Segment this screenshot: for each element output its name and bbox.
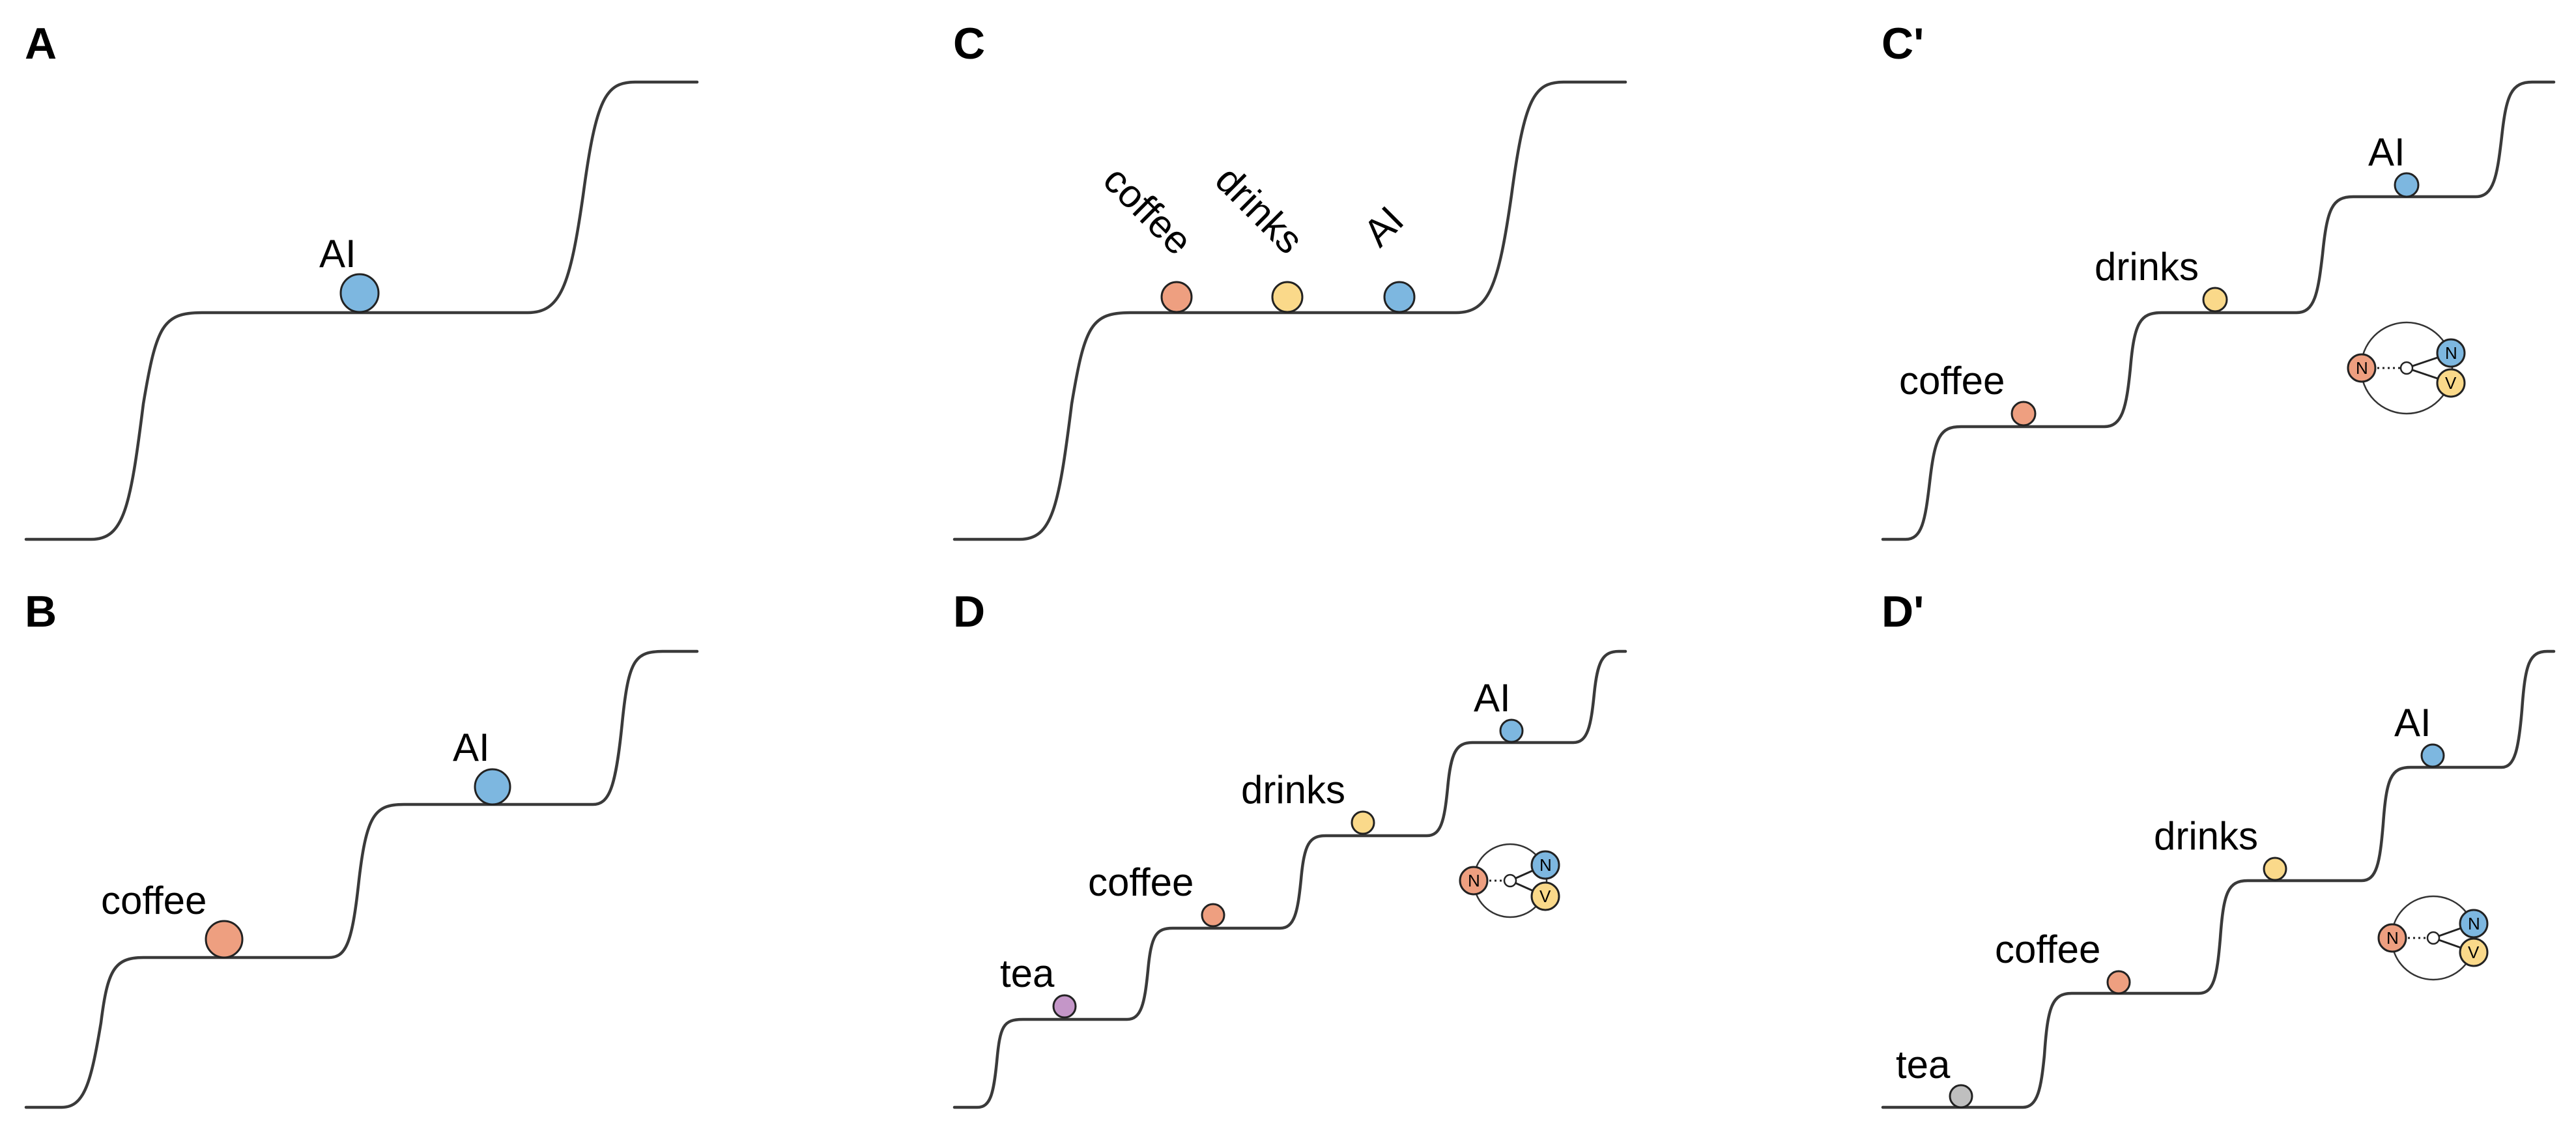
word-ball-cp-drinks bbox=[2202, 287, 2228, 313]
word-label-cp-ai: AI bbox=[2368, 130, 2405, 174]
staircase-line-c bbox=[952, 80, 1627, 541]
panel-label-d-prime: D' bbox=[1882, 587, 1924, 636]
word-label-b-ai: AI bbox=[453, 726, 490, 769]
word-label-b-coffee: coffee bbox=[101, 879, 207, 922]
word-label-d-drinks: drinks bbox=[1241, 768, 1345, 812]
graph-hub-d-prime bbox=[2426, 931, 2440, 945]
graph-hub-d bbox=[1503, 873, 1517, 888]
staircase-line-c-prime bbox=[1881, 80, 2556, 541]
word-ball-b-coffee bbox=[205, 920, 244, 959]
word-label-c-drinks: drinks bbox=[1207, 158, 1312, 263]
panel-label-d: D bbox=[953, 587, 985, 636]
graph-node-bottom-d bbox=[1530, 881, 1560, 911]
graph-node-bottom-label-c-prime: V bbox=[2445, 373, 2457, 393]
word-ball-cp-coffee bbox=[2011, 401, 2037, 427]
graph-node-left-label-c-prime: N bbox=[2356, 358, 2368, 378]
staircase-line-b bbox=[24, 649, 699, 1109]
graph-node-top-label-c-prime: N bbox=[2445, 343, 2457, 363]
word-ball-dp-drinks bbox=[2263, 857, 2287, 881]
graph-node-left-label-d-prime: N bbox=[2386, 928, 2399, 948]
word-label-dp-tea: tea bbox=[1896, 1043, 1951, 1086]
word-label-c-coffee: coffee bbox=[1095, 158, 1201, 263]
word-ball-d-drinks bbox=[1351, 810, 1375, 835]
staircase-line-d-prime bbox=[1881, 649, 2556, 1109]
word-ball-c-ai bbox=[1383, 281, 1416, 313]
word-label-cp-drinks: drinks bbox=[2095, 245, 2199, 289]
word-ball-dp-tea bbox=[1949, 1084, 1973, 1109]
panel-label-a: A bbox=[25, 19, 57, 68]
word-ball-d-ai bbox=[1499, 718, 1524, 743]
graph-node-left-c-prime bbox=[2347, 353, 2377, 383]
dependency-graph-c-prime: N N V bbox=[2347, 321, 2466, 415]
word-label-cp-coffee: coffee bbox=[1899, 359, 2005, 403]
word-ball-a-ai bbox=[339, 273, 380, 313]
panel-c-prime: C' coffee drinks AI N N V bbox=[1881, 19, 2556, 541]
word-ball-c-coffee bbox=[1160, 281, 1193, 313]
word-ball-dp-coffee bbox=[2106, 970, 2131, 995]
word-label-d-tea: tea bbox=[1000, 952, 1055, 995]
graph-node-top-d bbox=[1530, 850, 1560, 880]
word-label-d-ai: AI bbox=[1474, 676, 1511, 720]
word-ball-dp-ai bbox=[2420, 743, 2445, 768]
graph-node-left-d bbox=[1459, 866, 1489, 896]
word-ball-b-ai bbox=[474, 768, 511, 806]
word-ball-d-coffee bbox=[1201, 903, 1225, 928]
graph-node-top-label-d: N bbox=[1539, 855, 1552, 875]
panel-a: A AI bbox=[24, 19, 699, 541]
word-label-c-ai: AI bbox=[1355, 198, 1412, 255]
panel-d-prime: D' tea coffee drinks AI N N V bbox=[1881, 587, 2556, 1109]
staircase-line-a bbox=[24, 80, 699, 541]
word-label-dp-drinks: drinks bbox=[2154, 814, 2258, 858]
word-ball-cp-ai bbox=[2394, 172, 2420, 198]
panel-c: C coffee drinks AI bbox=[952, 19, 1627, 541]
graph-hub-c-prime bbox=[2399, 361, 2414, 375]
graph-node-top-label-d-prime: N bbox=[2468, 914, 2480, 933]
word-label-dp-ai: AI bbox=[2394, 701, 2431, 745]
word-label-d-coffee: coffee bbox=[1088, 860, 1194, 904]
word-label-a-ai: AI bbox=[319, 232, 356, 276]
graph-node-bottom-label-d: V bbox=[1539, 887, 1551, 906]
word-ball-d-tea bbox=[1052, 994, 1077, 1019]
graph-node-left-label-d: N bbox=[1468, 871, 1480, 890]
staircase-line-d bbox=[952, 649, 1627, 1109]
graph-node-top-d-prime bbox=[2459, 909, 2489, 939]
graph-node-bottom-d-prime bbox=[2459, 937, 2489, 967]
dependency-graph-d: N N V bbox=[1459, 843, 1560, 918]
word-ball-c-drinks bbox=[1271, 281, 1304, 313]
panel-label-c: C bbox=[953, 19, 985, 68]
dependency-graph-d-prime: N N V bbox=[2377, 895, 2489, 981]
panel-d: D tea coffee drinks AI N N V bbox=[952, 587, 1627, 1109]
panel-label-b: B bbox=[25, 587, 57, 636]
word-label-dp-coffee: coffee bbox=[1995, 928, 2100, 971]
graph-node-left-d-prime bbox=[2377, 923, 2407, 953]
graph-node-top-c-prime bbox=[2436, 338, 2466, 368]
panel-b: B coffee AI bbox=[24, 587, 699, 1109]
graph-node-bottom-label-d-prime: V bbox=[2468, 943, 2480, 962]
panel-label-c-prime: C' bbox=[1882, 19, 1924, 68]
graph-node-bottom-c-prime bbox=[2436, 368, 2466, 398]
